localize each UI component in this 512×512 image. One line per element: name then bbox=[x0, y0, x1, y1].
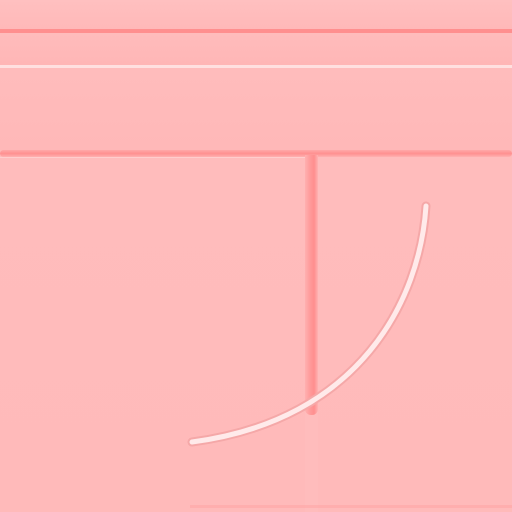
vertical-divider bbox=[305, 155, 318, 415]
highlight-rule bbox=[0, 65, 512, 68]
left-panel bbox=[0, 157, 305, 512]
header-strip bbox=[0, 68, 512, 152]
upper-strip bbox=[0, 33, 512, 65]
top-rule bbox=[0, 29, 512, 33]
right-panel bbox=[318, 157, 512, 512]
top-band bbox=[0, 0, 512, 30]
bottom-seam bbox=[190, 505, 512, 508]
curved-arc-highlight bbox=[189, 203, 429, 445]
horizontal-ridge bbox=[0, 150, 512, 157]
